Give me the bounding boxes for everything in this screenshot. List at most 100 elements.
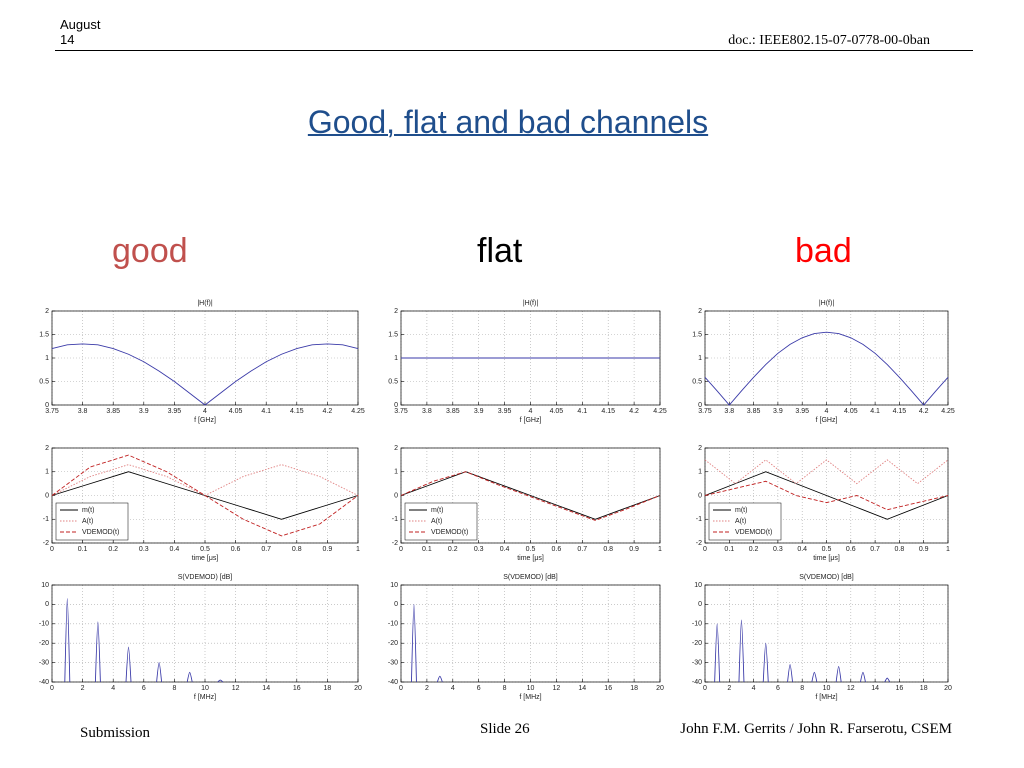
header-rule [55,50,973,51]
y-tick-label: 0.5 [39,378,49,385]
legend-label: A(t) [82,518,93,525]
x-tick-label: 4 [451,685,455,692]
spectral-peak [217,679,224,683]
x-tick-label: 3.8 [78,408,88,415]
x-tick-label: 4.1 [577,408,587,415]
x-tick-label: 3.9 [139,408,149,415]
y-tick-label: 0 [698,492,702,499]
x-tick-label: 0.3 [773,546,783,553]
legend-label: VDEMOD(t) [735,529,772,536]
y-tick-label: -1 [392,516,398,523]
y-tick-label: 10 [390,582,398,589]
plot-title: |H(f)| [197,300,212,307]
x-tick-label: 14 [262,685,270,692]
y-tick-label: 0 [698,601,702,608]
plot-title: S(VDEMOD) [dB] [799,574,854,581]
y-tick-label: 1 [394,469,398,476]
spectral-peak [811,671,818,683]
doc-id: doc.: IEEE802.15-07-0778-00-0ban [728,33,930,48]
x-tick-label: 0.1 [724,546,734,553]
x-tick-label: 4 [752,685,756,692]
y-tick-label: 0 [394,601,398,608]
y-tick-label: 0 [45,402,49,409]
y-tick-label: -20 [692,640,702,647]
y-tick-label: -30 [39,659,49,666]
spectral-peak [125,646,132,683]
x-axis-label: f [GHz] [520,417,542,424]
y-tick-label: -30 [692,659,702,666]
data-line [704,331,949,406]
x-tick-label: 0.2 [108,546,118,553]
spectral-peak [835,666,842,683]
spectral-peak [738,619,745,683]
y-tick-label: 0.5 [692,378,702,385]
y-tick-label: 0 [394,492,398,499]
x-tick-label: 0.4 [170,546,180,553]
data-line [400,471,661,521]
plot-title: |H(f)| [819,300,834,307]
x-tick-label: 3.85 [747,408,761,415]
slide-title: Good, flat and bad channels [307,104,709,140]
footer-left: Submission [80,725,151,741]
x-tick-label: 2 [425,685,429,692]
legend-label: m(t) [431,507,443,514]
y-tick-label: 1.5 [388,331,398,338]
x-tick-label: 0.1 [78,546,88,553]
x-tick-label: 0.7 [870,546,880,553]
legend-label: m(t) [735,507,747,514]
x-tick-label: 0.6 [231,546,241,553]
legend-label: m(t) [82,507,94,514]
y-tick-label: -10 [39,621,49,628]
x-axis-label: f [MHz] [815,694,837,701]
legend-label: A(t) [431,518,442,525]
y-tick-label: -1 [696,516,702,523]
x-tick-label: 20 [944,685,952,692]
y-tick-label: 2 [698,308,702,315]
x-tick-label: 0.9 [323,546,333,553]
x-tick-label: 0.8 [603,546,613,553]
x-tick-label: 20 [656,685,664,692]
x-axis-label: time [μs] [813,555,840,562]
x-tick-label: 6 [477,685,481,692]
x-tick-label: 3.75 [698,408,712,415]
x-tick-label: 20 [354,685,362,692]
x-tick-label: 0.3 [139,546,149,553]
legend-box [708,502,782,541]
spectral-peak [186,671,193,683]
y-tick-label: 0 [45,601,49,608]
x-tick-label: 4.25 [351,408,365,415]
x-tick-label: 0.5 [526,546,536,553]
legend-label: VDEMOD(t) [431,529,468,536]
plot-title: S(VDEMOD) [dB] [503,574,558,581]
x-tick-label: 3.95 [498,408,512,415]
spectral-peak [884,677,891,683]
y-tick-label: -20 [39,640,49,647]
x-tick-label: 1 [356,546,360,553]
x-tick-label: 0.8 [895,546,905,553]
y-tick-label: 10 [694,582,702,589]
y-tick-label: 2 [45,445,49,452]
x-tick-label: 4 [111,685,115,692]
footer-right: John F.M. Gerrits / John R. Farserotu, C… [680,721,952,737]
x-tick-label: 18 [630,685,638,692]
x-tick-label: 3.75 [45,408,59,415]
x-tick-label: 4.2 [919,408,929,415]
y-tick-label: 1 [698,469,702,476]
spectral-peak [64,598,71,683]
y-tick-label: 10 [41,582,49,589]
x-tick-label: 0.5 [200,546,210,553]
x-tick-label: 3.85 [106,408,120,415]
x-tick-label: 4 [203,408,207,415]
y-tick-label: 1.5 [692,331,702,338]
spectral-peak [860,671,866,683]
x-tick-label: 3.8 [724,408,734,415]
x-tick-label: 4.2 [629,408,639,415]
x-tick-label: 8 [172,685,176,692]
x-tick-label: 0.7 [261,546,271,553]
x-tick-label: 1 [658,546,662,553]
column-label: bad [795,232,852,270]
x-tick-label: 3.95 [795,408,809,415]
plot-frame [704,310,949,406]
x-tick-label: 14 [871,685,879,692]
